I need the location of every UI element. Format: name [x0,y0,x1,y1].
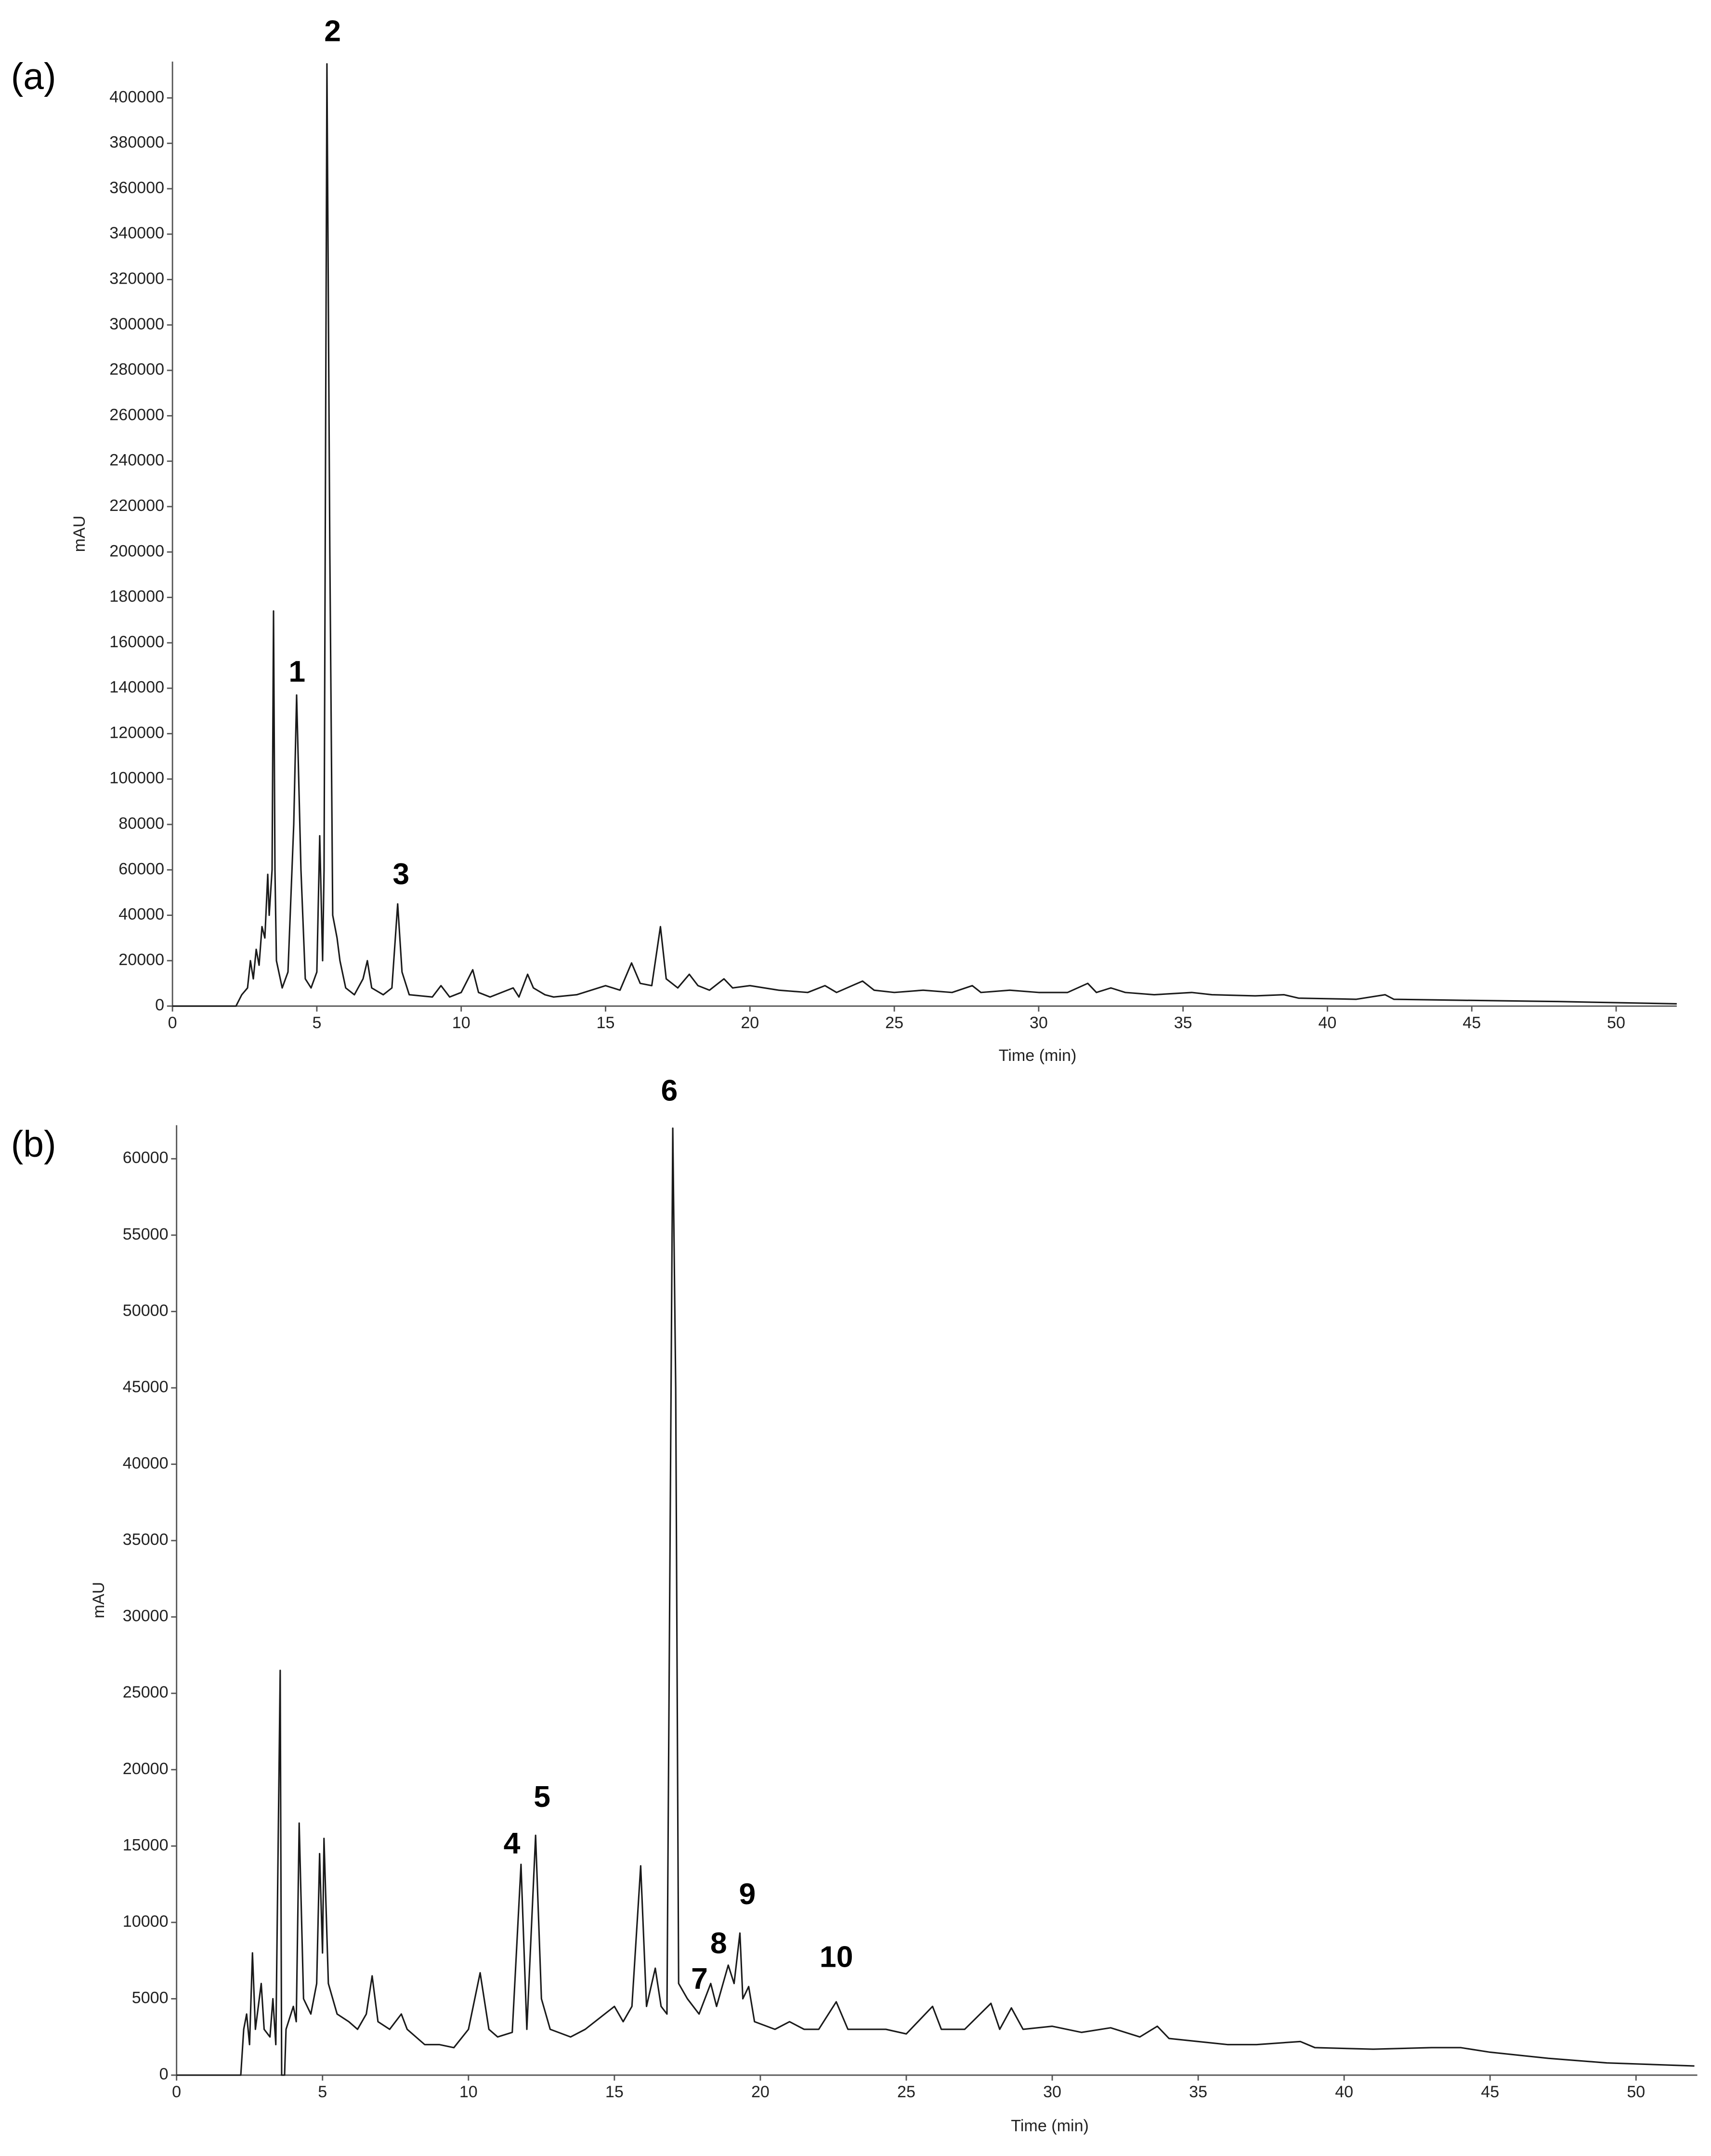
y-tick-label: 45000 [123,1378,169,1396]
panel-label: (b) [11,1124,56,1165]
y-tick-label: 320000 [109,270,164,288]
peak-label: 8 [710,1926,727,1960]
y-tick-label: 160000 [109,633,164,651]
y-tick-label: 180000 [109,588,164,606]
y-tick-label: 80000 [118,814,164,833]
y-tick-label: 400000 [109,88,164,106]
y-tick-label: 25000 [123,1683,169,1701]
y-tick-label: 20000 [123,1760,169,1778]
y-tick-label: 360000 [109,179,164,197]
x-tick-label: 50 [1627,2083,1645,2101]
x-tick-label: 10 [452,1014,470,1032]
x-tick-label: 25 [897,2083,915,2101]
x-tick-label: 5 [312,1014,321,1032]
y-tick-label: 240000 [109,451,164,470]
x-tick-label: 40 [1318,1014,1336,1032]
x-tick-label: 30 [1030,1014,1048,1032]
y-tick-label: 55000 [123,1225,169,1243]
x-tick-label: 20 [751,2083,770,2101]
chromatogram-line [172,63,1677,1007]
y-tick-label: 0 [159,2065,169,2083]
y-axis-label: mAU [70,516,89,552]
y-tick-label: 340000 [109,224,164,242]
peak-label: 9 [739,1877,756,1911]
y-tick-label: 220000 [109,497,164,515]
y-tick-label: 50000 [123,1301,169,1320]
y-tick-label: 140000 [109,678,164,696]
peak-label: 7 [691,1962,708,1996]
x-tick-label: 50 [1607,1014,1625,1032]
x-tick-label: 15 [605,2083,624,2101]
y-tick-label: 20000 [118,951,164,969]
x-tick-label: 40 [1335,2083,1353,2101]
x-tick-label: 5 [318,2083,327,2101]
x-tick-label: 10 [459,2083,478,2101]
y-tick-label: 5000 [132,1989,169,2007]
y-tick-label: 260000 [109,405,164,424]
y-tick-label: 0 [155,996,164,1014]
peak-label: 10 [820,1940,853,1974]
y-tick-label: 60000 [118,860,164,878]
x-tick-label: 45 [1481,2083,1499,2101]
peak-label: 1 [288,655,305,689]
x-axis-label: Time (min) [999,1046,1077,1065]
y-axis-label: mAU [90,1582,108,1619]
peak-label: 6 [661,1073,678,1107]
y-tick-label: 280000 [109,360,164,379]
peak-label: 3 [392,857,409,891]
x-tick-label: 20 [741,1014,759,1032]
peak-label: 2 [324,14,341,48]
y-tick-label: 60000 [123,1149,169,1167]
peak-label: 5 [534,1780,550,1814]
x-tick-label: 0 [172,2083,181,2101]
y-tick-label: 35000 [123,1530,169,1549]
panel-label: (a) [11,56,56,97]
x-tick-label: 25 [885,1014,903,1032]
y-tick-label: 120000 [109,723,164,742]
y-tick-label: 380000 [109,133,164,152]
x-tick-label: 45 [1463,1014,1481,1032]
y-tick-label: 30000 [123,1607,169,1625]
x-axis-label: Time (min) [1011,2117,1089,2135]
y-tick-label: 15000 [123,1836,169,1854]
y-tick-label: 100000 [109,769,164,787]
x-tick-label: 35 [1174,1014,1192,1032]
y-tick-label: 40000 [118,905,164,924]
x-tick-label: 15 [597,1014,615,1032]
x-tick-label: 35 [1189,2083,1207,2101]
chromatogram-line [176,1127,1695,2076]
peak-label: 4 [504,1827,521,1860]
y-tick-label: 40000 [123,1454,169,1473]
x-tick-label: 30 [1043,2083,1061,2101]
x-tick-label: 0 [168,1014,177,1032]
y-tick-label: 10000 [123,1912,169,1931]
y-tick-label: 200000 [109,542,164,560]
y-tick-label: 300000 [109,315,164,333]
